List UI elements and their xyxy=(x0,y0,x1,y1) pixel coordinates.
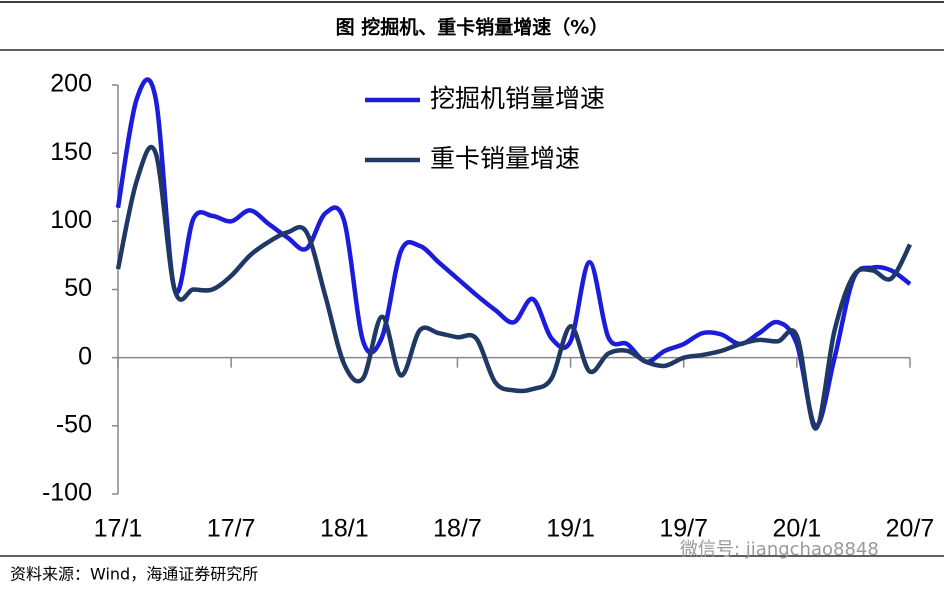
y-tick-label: 100 xyxy=(50,206,92,234)
y-tick-label: -100 xyxy=(42,479,92,507)
legend-label: 重卡销量增速 xyxy=(430,144,580,173)
y-tick-label: 50 xyxy=(64,274,92,302)
x-tick-label: 19/7 xyxy=(659,515,708,543)
y-tick-label: 200 xyxy=(50,70,92,98)
chart-title: 图 挖掘机、重卡销量增速（%） xyxy=(336,16,609,39)
x-tick-label: 18/7 xyxy=(433,515,482,543)
series-line xyxy=(115,144,913,431)
x-tick-label: 17/1 xyxy=(94,515,143,543)
source: 资料来源：Wind，海通证券研究所 xyxy=(10,565,258,584)
y-tick-label: 0 xyxy=(78,342,92,370)
x-tick-label: 20/7 xyxy=(886,515,935,543)
y-tick-label: 150 xyxy=(50,138,92,166)
series-line xyxy=(115,77,912,429)
x-tick-label: 19/1 xyxy=(546,515,595,543)
legend-label: 挖掘机销量增速 xyxy=(430,84,605,113)
x-tick-label: 17/7 xyxy=(207,515,256,543)
x-tick-label: 18/1 xyxy=(320,515,369,543)
x-tick-label: 20/1 xyxy=(773,515,822,543)
watermark: 微信号: jiangchao8848 xyxy=(680,539,879,560)
y-tick-label: -50 xyxy=(56,410,92,438)
